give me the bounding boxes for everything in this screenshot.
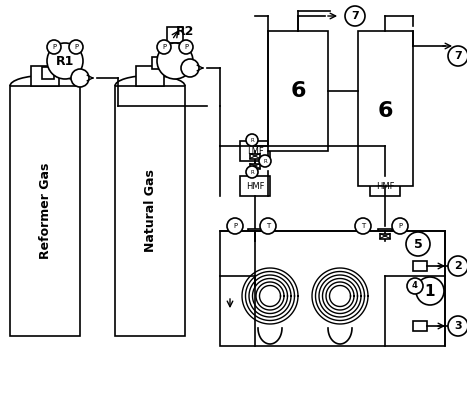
Bar	[370, 176, 400, 196]
Bar	[250, 164, 260, 169]
Text: 4: 4	[412, 282, 418, 291]
Circle shape	[448, 316, 467, 336]
Bar	[380, 234, 390, 238]
Circle shape	[355, 218, 371, 234]
Text: P: P	[398, 223, 402, 229]
Bar	[220, 231, 445, 346]
Bar	[115, 86, 185, 336]
Bar	[167, 27, 183, 43]
Circle shape	[157, 40, 171, 54]
Text: T: T	[266, 223, 270, 229]
Bar	[31, 66, 59, 86]
Circle shape	[47, 40, 61, 54]
Circle shape	[179, 40, 193, 54]
Text: T: T	[361, 223, 365, 229]
Text: 5: 5	[414, 238, 422, 251]
Bar	[240, 176, 270, 196]
Circle shape	[157, 43, 193, 79]
Bar	[378, 229, 392, 241]
Text: 2: 2	[454, 261, 462, 271]
Text: P: P	[162, 44, 166, 50]
Circle shape	[246, 166, 258, 178]
Text: 1: 1	[425, 284, 435, 299]
Bar	[413, 261, 427, 271]
Text: P: P	[52, 44, 56, 50]
Text: 6: 6	[377, 101, 393, 121]
Text: 7: 7	[351, 11, 359, 21]
Circle shape	[47, 43, 83, 79]
Text: P: P	[184, 44, 188, 50]
Circle shape	[448, 46, 467, 66]
Bar	[250, 154, 260, 158]
Text: P: P	[74, 44, 78, 50]
Bar	[136, 66, 164, 86]
Circle shape	[260, 218, 276, 234]
Text: 6: 6	[290, 81, 306, 101]
Text: 3: 3	[454, 321, 462, 331]
Text: R2: R2	[176, 25, 194, 38]
Text: R: R	[250, 137, 254, 143]
Circle shape	[259, 155, 271, 167]
Text: Reformer Gas: Reformer Gas	[38, 163, 51, 259]
Circle shape	[181, 59, 199, 77]
Circle shape	[448, 256, 467, 276]
Text: LMF: LMF	[247, 147, 263, 156]
Bar	[248, 229, 262, 241]
Text: HMF: HMF	[246, 181, 264, 190]
Bar	[10, 86, 80, 336]
Text: Natural Gas: Natural Gas	[143, 169, 156, 252]
Bar	[413, 321, 427, 331]
Circle shape	[69, 40, 83, 54]
Circle shape	[416, 277, 444, 305]
Circle shape	[406, 232, 430, 256]
Text: R1: R1	[56, 55, 74, 67]
Circle shape	[345, 6, 365, 26]
Bar	[42, 67, 54, 79]
Circle shape	[407, 278, 423, 294]
Bar	[240, 141, 270, 161]
Circle shape	[71, 69, 89, 87]
Text: 7: 7	[454, 51, 462, 61]
Bar	[268, 31, 328, 151]
Circle shape	[392, 218, 408, 234]
Text: P: P	[233, 223, 237, 229]
Text: HMF: HMF	[376, 181, 394, 190]
Circle shape	[246, 134, 258, 146]
Text: R: R	[263, 158, 267, 164]
Bar	[152, 57, 164, 69]
Circle shape	[227, 218, 243, 234]
Text: R: R	[250, 169, 254, 175]
Bar	[358, 31, 413, 186]
